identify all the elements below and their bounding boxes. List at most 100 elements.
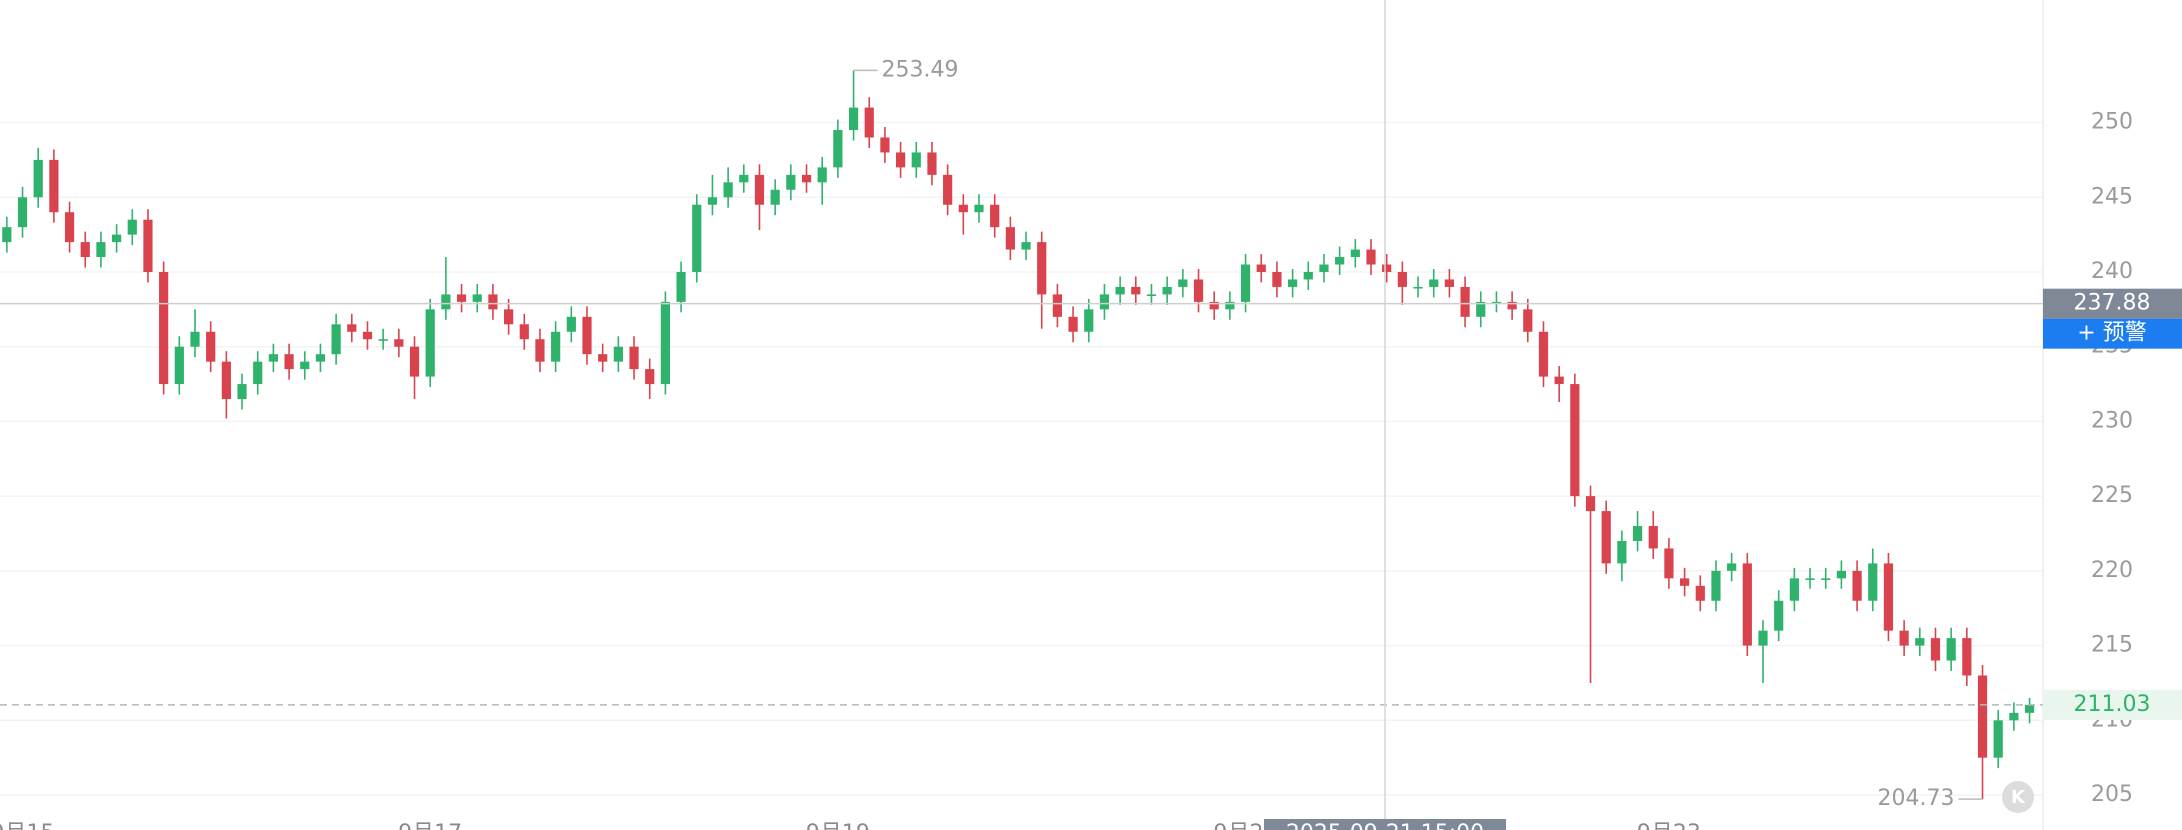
candle-body bbox=[1617, 540, 1627, 564]
y-tick-label: 205 bbox=[2091, 782, 2133, 807]
candle-body bbox=[378, 339, 388, 341]
candle-body bbox=[770, 189, 780, 205]
candle-body bbox=[362, 331, 373, 340]
candle-body bbox=[1805, 578, 1815, 580]
candle-body bbox=[1240, 264, 1251, 302]
candle-body bbox=[911, 152, 921, 168]
candle-body bbox=[990, 204, 1000, 228]
candle-body bbox=[1382, 264, 1392, 272]
candle-body bbox=[2024, 704, 2035, 713]
candle-body bbox=[1084, 309, 1094, 332]
candle-body bbox=[1758, 630, 1768, 646]
candle-body bbox=[1993, 720, 2003, 758]
candle-body bbox=[1131, 286, 1141, 295]
candle-body bbox=[284, 354, 294, 370]
candle-body bbox=[958, 204, 968, 213]
candle-body bbox=[786, 174, 796, 190]
candle-body bbox=[1476, 301, 1486, 317]
candle-body bbox=[1554, 376, 1564, 385]
crosshair-price-box bbox=[2043, 288, 2182, 319]
candle-body bbox=[1460, 286, 1470, 317]
candle-body bbox=[1256, 264, 1266, 272]
candle-body bbox=[49, 159, 59, 213]
candle-body bbox=[221, 361, 231, 400]
candle-body bbox=[1397, 271, 1407, 287]
candle-body bbox=[1821, 578, 1831, 580]
candle-body bbox=[1005, 227, 1015, 250]
candle-body bbox=[943, 174, 953, 205]
candle-body bbox=[551, 331, 561, 362]
candle-body bbox=[1711, 570, 1721, 601]
candle-body bbox=[723, 182, 733, 198]
candle-body bbox=[848, 107, 859, 131]
candle-body bbox=[1915, 638, 1925, 646]
candle-body bbox=[1146, 294, 1157, 297]
candle-body bbox=[1303, 271, 1313, 280]
candle-body bbox=[1272, 271, 1282, 287]
last-price-box bbox=[2043, 689, 2182, 720]
candle-body bbox=[1648, 526, 1658, 549]
x-tick-label: 9月17 bbox=[398, 821, 462, 830]
candle-body bbox=[613, 346, 623, 362]
k-button-label[interactable]: K bbox=[2011, 787, 2026, 808]
candle-body bbox=[817, 167, 827, 183]
candle-body bbox=[1946, 638, 1956, 661]
y-tick-label: 240 bbox=[2091, 259, 2133, 284]
candle-body bbox=[1178, 279, 1188, 287]
x-tick-label: 9月15 bbox=[0, 821, 55, 830]
candle-body bbox=[127, 219, 137, 235]
candle-body bbox=[425, 309, 435, 377]
candle-body bbox=[535, 339, 545, 362]
y-tick-label: 225 bbox=[2091, 483, 2133, 508]
candle-body bbox=[598, 354, 608, 362]
candle-body bbox=[707, 197, 718, 205]
candle-body bbox=[394, 339, 404, 347]
candle-body bbox=[801, 174, 812, 183]
candle-body bbox=[880, 137, 890, 153]
candle-body bbox=[1507, 301, 1517, 310]
candle-body bbox=[1680, 578, 1690, 586]
candle-body bbox=[1225, 301, 1235, 310]
candle-body bbox=[676, 271, 686, 302]
candle-body bbox=[1319, 264, 1329, 272]
candle-body bbox=[1570, 384, 1580, 497]
candle-body bbox=[1021, 242, 1031, 250]
candle-body bbox=[472, 294, 482, 302]
candle-body bbox=[174, 346, 184, 385]
candle-body bbox=[645, 369, 655, 385]
candle-body bbox=[1538, 331, 1549, 377]
k-button[interactable] bbox=[2002, 781, 2034, 813]
last-price-label: 211.03 bbox=[2074, 692, 2151, 717]
candle-body bbox=[1429, 279, 1439, 287]
candle-body bbox=[974, 204, 984, 213]
candle-body bbox=[1774, 600, 1784, 631]
y-tick-label: 220 bbox=[2091, 558, 2133, 583]
candle-body bbox=[1883, 563, 1894, 631]
candle-body bbox=[1632, 526, 1643, 541]
candle-body bbox=[17, 197, 28, 228]
candle-body bbox=[1162, 286, 1172, 295]
y-tick-label: 245 bbox=[2091, 184, 2133, 209]
crosshair-time-label: 2025-09-21 15:00 bbox=[1286, 821, 1484, 830]
candle-body bbox=[582, 316, 592, 355]
candle-body bbox=[268, 354, 278, 362]
candle-body bbox=[237, 384, 247, 400]
candle-body bbox=[864, 107, 874, 138]
candle-body bbox=[1193, 279, 1204, 302]
candle-body bbox=[660, 301, 670, 385]
alert-button-label[interactable]: + 预警 bbox=[2077, 321, 2146, 346]
alert-button[interactable] bbox=[2043, 318, 2182, 349]
candle-body bbox=[112, 234, 122, 243]
candle-body bbox=[159, 271, 169, 385]
candle-body bbox=[739, 174, 749, 183]
candle-body bbox=[896, 152, 906, 168]
candle-body bbox=[441, 294, 451, 310]
candle-body bbox=[1052, 294, 1062, 317]
candle-body bbox=[1742, 563, 1752, 646]
candle-body bbox=[488, 294, 498, 310]
candle-body bbox=[1977, 675, 1988, 758]
candle-body bbox=[566, 316, 576, 332]
candle-body bbox=[206, 331, 216, 362]
candle-body bbox=[1695, 585, 1705, 601]
